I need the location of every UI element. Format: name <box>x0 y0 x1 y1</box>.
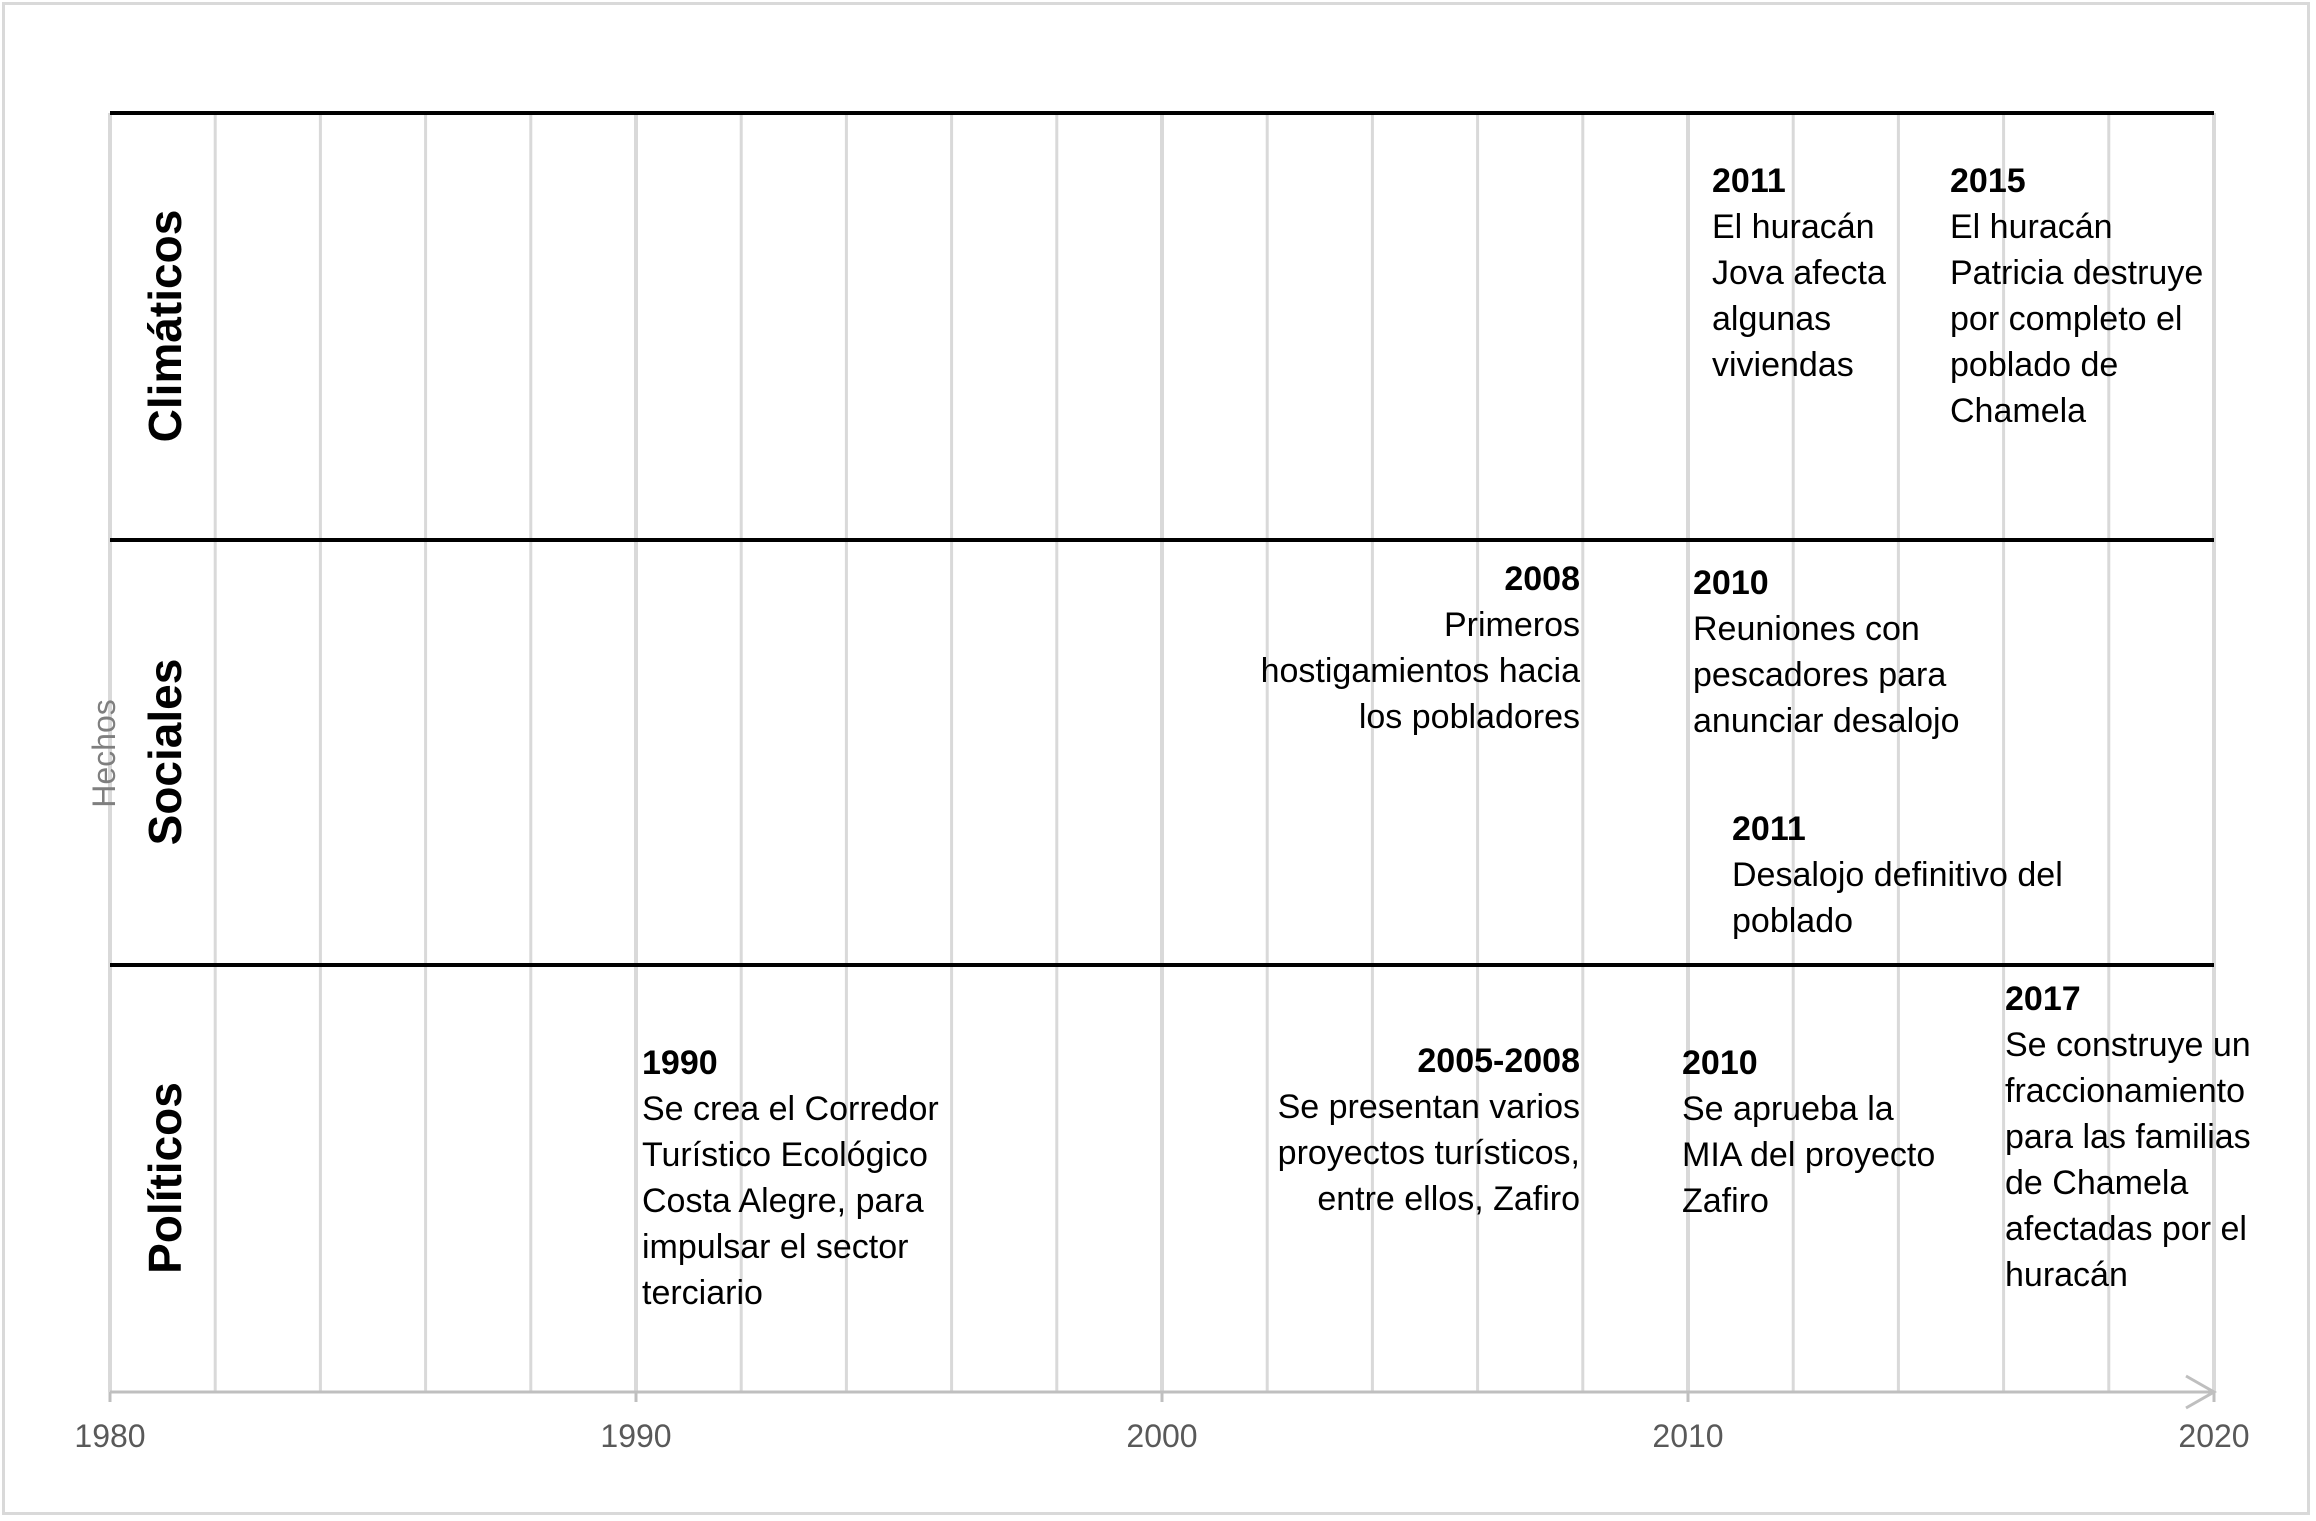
event-2: 2008 Primeros hostigamientos hacia los po… <box>1180 556 1580 740</box>
event-text: Se crea el Corredor Turístico Ecológico … <box>642 1090 939 1312</box>
x-axis <box>108 1374 2218 1410</box>
band-label-2: Políticos <box>139 1081 191 1274</box>
event-4: 2011 Desalojo definitivo del poblado <box>1732 806 2132 944</box>
event-8: 2017 Se construye un fraccionamiento para… <box>2005 976 2305 1298</box>
event-1: 2015 El huracán Patricia destruye por com… <box>1950 158 2220 434</box>
event-6: 2005-2008 Se presentan varios proyectos t… <box>1180 1038 1580 1222</box>
event-year: 2011 <box>1732 810 1806 848</box>
y-axis-title: Hechos <box>85 699 122 808</box>
x-tick-label-2020: 2020 <box>2178 1418 2250 1454</box>
event-text: Desalojo definitivo del poblado <box>1732 856 2063 940</box>
x-tick-label-2000: 2000 <box>1126 1418 1198 1454</box>
event-year: 1990 <box>642 1044 718 1082</box>
event-0: 2011 El huracán Jova afecta algunas vivie… <box>1712 158 1912 388</box>
x-tick-label-1990: 1990 <box>600 1418 672 1454</box>
event-year: 2017 <box>2005 980 2081 1018</box>
event-text: Se aprueba la MIA del proyecto Zafiro <box>1682 1090 1936 1220</box>
event-year: 2011 <box>1712 162 1786 200</box>
band-dividers <box>110 111 2214 967</box>
gridlines <box>108 113 2216 1392</box>
event-text: El huracán Jova afecta algunas viviendas <box>1712 208 1886 384</box>
event-year: 2015 <box>1950 162 2026 200</box>
event-year: 2008 <box>1504 560 1580 598</box>
event-text: Se presentan varios proyectos turísticos… <box>1277 1088 1580 1218</box>
event-3: 2010 Reuniones con pescadores para anunci… <box>1693 560 2023 744</box>
event-text: Reuniones con pescadores para anunciar d… <box>1693 610 1960 740</box>
event-year: 2010 <box>1682 1044 1758 1082</box>
x-tick-label-2010: 2010 <box>1652 1418 1724 1454</box>
event-year: 2005-2008 <box>1417 1042 1580 1080</box>
band-label-0: Climáticos <box>139 209 191 442</box>
event-text: Se construye un fraccionamiento para las… <box>2005 1026 2251 1294</box>
event-text: El huracán Patricia destruye por complet… <box>1950 208 2204 430</box>
event-year: 2010 <box>1693 564 1769 602</box>
band-label-1: Sociales <box>139 658 191 845</box>
event-7: 2010 Se aprueba la MIA del proyecto Zafir… <box>1682 1040 2002 1224</box>
event-text: Primeros hostigamientos hacia los poblad… <box>1260 606 1580 736</box>
event-5: 1990 Se crea el Corredor Turístico Ecológ… <box>642 1040 1022 1316</box>
x-tick-label-1980: 1980 <box>74 1418 146 1454</box>
